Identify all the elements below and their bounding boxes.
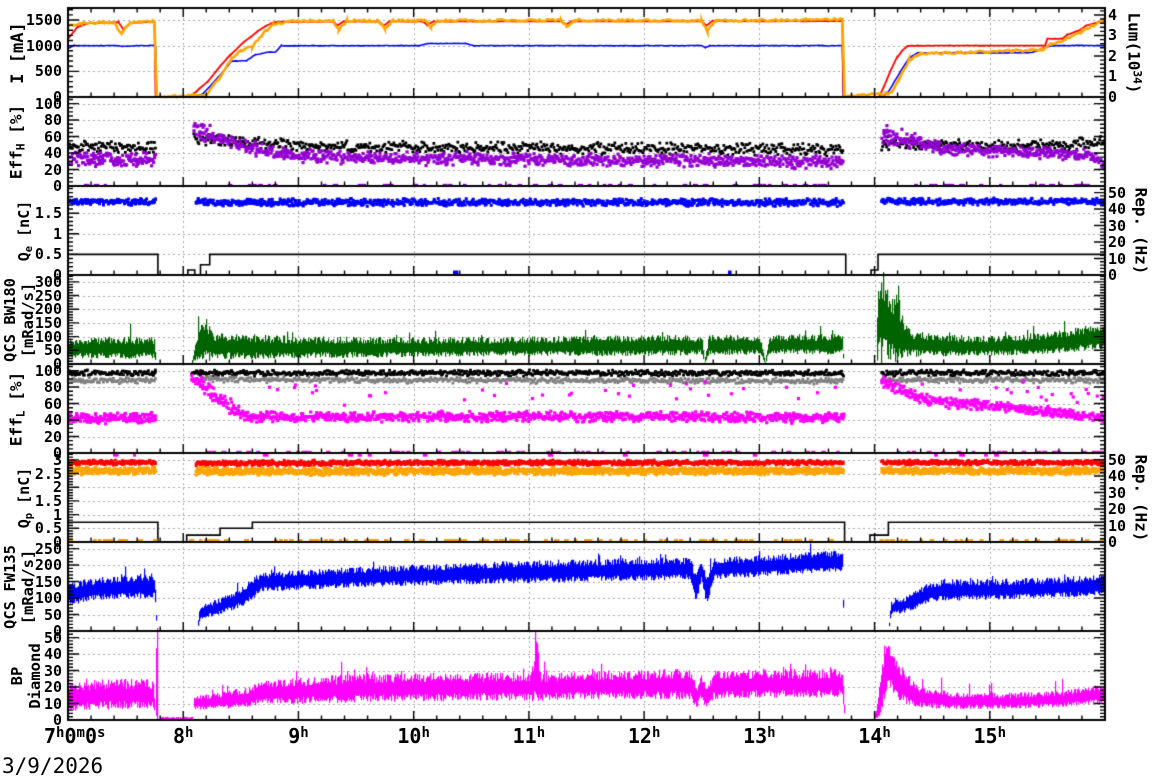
- y-tick-label: 2.5: [34, 464, 62, 483]
- date-label: 3/9/2026: [2, 754, 104, 778]
- right-axis-label-current-luminosity: Lum(1034): [1124, 12, 1144, 93]
- y-tick-label: 0: [52, 533, 62, 551]
- y-tick-label-right: 30: [1108, 216, 1127, 235]
- y-tick-label-right: 30: [1108, 483, 1127, 502]
- y-tick-label: 100: [34, 327, 62, 346]
- axis-label-current-luminosity: I [mA]: [8, 21, 28, 84]
- x-tick-label: 9h: [288, 724, 309, 748]
- y-tick-label: 0: [52, 266, 62, 284]
- y-tick-label: 30: [43, 661, 62, 680]
- axis-label-eff-her: EffH [%]: [6, 104, 28, 179]
- y-tick-label: 150: [34, 313, 62, 332]
- x-tick-label: 13h: [743, 724, 776, 748]
- x-tick-label: 11h: [512, 724, 546, 748]
- y-tick-label-right: 40: [1108, 467, 1127, 486]
- y-tick-label-right: 50: [1108, 183, 1127, 202]
- y-tick-label-right: 40: [1108, 200, 1127, 219]
- y-tick-label: 0.5: [34, 245, 62, 264]
- y-tick-label: 100: [34, 361, 62, 380]
- y-tick-label: 0: [52, 355, 62, 373]
- y-tick-label: 250: [34, 539, 62, 558]
- axis-label-qcs-bw180: QCS BW180: [1, 277, 19, 362]
- x-tick-label: 8h: [172, 724, 194, 748]
- x-tick-label: 12h: [627, 724, 661, 748]
- axis-label-bp-diamond: Diamond: [26, 642, 44, 709]
- y-tick-label: 1.5: [34, 491, 62, 510]
- x-tick-label: 7h0m0s: [44, 724, 106, 748]
- axis-label-charge-electron: Qe [nC]: [15, 200, 36, 261]
- y-tick-label-right: 10: [1108, 249, 1127, 268]
- y-tick-label: 60: [43, 127, 62, 146]
- y-tick-label: 300: [34, 272, 62, 291]
- y-tick-label: 3: [52, 450, 62, 469]
- y-tick-label: 50: [43, 628, 62, 647]
- y-tick-label-right: 0: [1108, 88, 1118, 106]
- y-tick-label: 0: [52, 177, 62, 195]
- y-tick-label: 100: [34, 589, 62, 608]
- y-tick-label: 150: [34, 572, 62, 591]
- y-tick-label: 250: [34, 286, 62, 305]
- y-tick-label: 20: [43, 160, 62, 179]
- y-tick-label: 100: [34, 94, 62, 113]
- y-tick-label: 1.5: [34, 204, 62, 223]
- y-tick-label-right: 2: [1108, 46, 1118, 65]
- x-tick-label: 15h: [973, 724, 1007, 748]
- right-axis-label-charge-positron: Rep. (Hz): [1131, 454, 1151, 541]
- y-tick-label: 50: [43, 605, 62, 624]
- y-tick-label: 20: [43, 678, 62, 697]
- y-tick-label: 1000: [25, 36, 62, 55]
- y-tick-label: 200: [34, 300, 62, 319]
- y-tick-label: 1: [52, 224, 62, 243]
- axis-label-qcs-fw135: [mRad/s]: [19, 549, 37, 624]
- y-tick-label: 0: [52, 88, 62, 106]
- axis-label-bp-diamond: BP: [8, 666, 26, 685]
- axis-label-qcs-bw180: [mRad/s]: [19, 282, 37, 357]
- y-tick-label-right: 50: [1108, 450, 1127, 469]
- y-tick-label: 40: [43, 411, 62, 430]
- y-tick-label: 40: [43, 645, 62, 664]
- y-tick-label: 500: [34, 62, 62, 81]
- y-tick-label-right: 3: [1108, 26, 1118, 45]
- axis-label-eff-ler: EffL [%]: [6, 371, 28, 446]
- right-axis-label-charge-electron: Rep. (Hz): [1131, 187, 1151, 274]
- y-tick-label-right: 20: [1108, 233, 1127, 252]
- y-tick-label-right: 1: [1108, 67, 1118, 86]
- y-tick-label-right: 0: [1108, 266, 1118, 284]
- y-tick-label: 200: [34, 556, 62, 575]
- axis-label-charge-positron: Qp [nC]: [15, 467, 36, 528]
- y-tick-label: 0: [52, 444, 62, 462]
- y-tick-label: 80: [43, 378, 62, 397]
- y-tick-label: 10: [43, 694, 62, 713]
- y-tick-label-right: 10: [1108, 516, 1127, 535]
- axis-label-qcs-fw135: QCS FW135: [1, 544, 19, 629]
- y-tick-label: 60: [43, 394, 62, 413]
- y-tick-label-right: 20: [1108, 500, 1127, 519]
- x-tick-label: 10h: [397, 724, 430, 748]
- x-tick-label: 14h: [858, 724, 891, 748]
- y-tick-label: 20: [43, 427, 62, 446]
- y-tick-label-right: 4: [1108, 5, 1118, 24]
- y-tick-label: 0: [52, 711, 62, 729]
- y-tick-label: 2: [52, 478, 62, 497]
- y-tick-label: 40: [43, 144, 62, 163]
- y-tick-label-right: 0: [1108, 533, 1118, 551]
- y-tick-label: 50: [43, 341, 62, 360]
- y-tick-label: 80: [43, 111, 62, 130]
- y-tick-label: 0.5: [34, 519, 62, 538]
- y-tick-label: 1500: [25, 11, 62, 29]
- y-tick-label: 1: [52, 505, 62, 524]
- y-tick-label: 0: [52, 622, 62, 640]
